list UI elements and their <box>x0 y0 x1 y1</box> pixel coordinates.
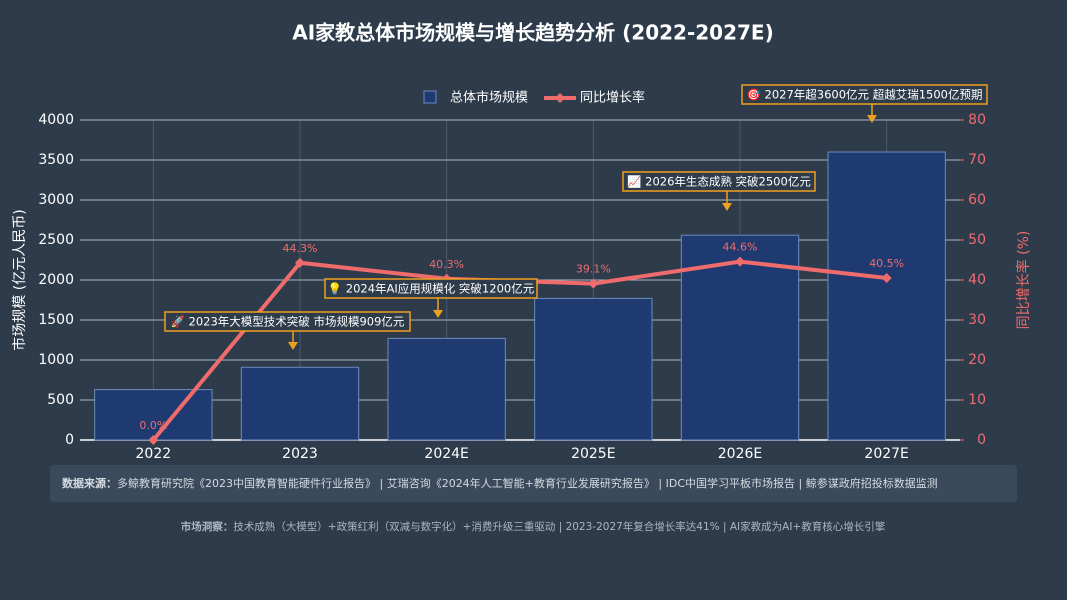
y2-tick-label: 30 <box>968 312 986 328</box>
y-tick-label: 1000 <box>38 352 74 368</box>
insight-note: 市场洞察：技术成熟（大模型）+政策红利（双减与数字化）+消费升级三重驱动 | 2… <box>181 520 886 533</box>
x-tick-label: 2023 <box>282 446 318 462</box>
x-tick-label: 2025E <box>571 446 615 462</box>
x-tick-label: 2026E <box>718 446 762 462</box>
y2-tick-label: 20 <box>968 352 986 368</box>
annotation-text: 🚀 2023年大模型技术突破 市场规模909亿元 <box>171 315 405 329</box>
y-tick-label: 500 <box>47 392 74 408</box>
y2-tick-label: 40 <box>968 272 986 288</box>
line-marker <box>588 278 599 289</box>
legend-marker <box>555 93 565 103</box>
annotation-text: 💡 2024年AI应用规模化 突破1200亿元 <box>328 282 535 296</box>
annotation-arrowhead <box>433 310 443 318</box>
y2-tick-label: 70 <box>968 152 986 168</box>
insight-text: 技术成熟（大模型）+政策红利（双减与数字化）+消费升级三重驱动 | 2023-2… <box>233 520 885 533</box>
annotation-arrowhead <box>288 342 298 350</box>
annotation-arrowhead <box>722 203 732 211</box>
y2-tick-label: 60 <box>968 192 986 208</box>
legend-label: 总体市场规模 <box>450 90 528 106</box>
data-label: 39.1% <box>576 263 611 276</box>
x-tick-label: 2022 <box>136 446 172 462</box>
y2-tick-label: 50 <box>968 232 986 248</box>
data-label: 44.6% <box>723 241 758 254</box>
legend-label: 同比增长率 <box>580 90 645 106</box>
y2-tick-label: 10 <box>968 392 986 408</box>
insight-label: 市场洞察： <box>181 520 234 533</box>
annotation-box <box>324 278 538 299</box>
source-box <box>50 465 1017 502</box>
data-label: 40.3% <box>429 258 464 271</box>
x-tick-label: 2027E <box>864 446 908 462</box>
annotation-text: 📈 2026年生态成熟 突破2500亿元 <box>627 175 811 189</box>
y-tick-label: 4000 <box>38 112 74 128</box>
line-marker <box>735 256 745 267</box>
annotation-text: 🎯 2027年超3600亿元 超越艾瑞1500亿预期 <box>747 88 983 102</box>
bar <box>94 389 213 441</box>
annotation-arrowhead <box>867 115 877 123</box>
data-label: 40.5% <box>869 257 904 270</box>
annotation-box <box>164 311 411 332</box>
y-tick-label: 2500 <box>38 232 74 248</box>
x-tick-label: 2024E <box>424 446 468 462</box>
y-tick-label: 3000 <box>38 192 74 208</box>
y-tick-label: 2000 <box>38 272 74 288</box>
y2-axis-label: 同比增长率 (%) <box>1015 231 1032 330</box>
legend-swatch <box>423 90 437 104</box>
bar <box>534 297 653 441</box>
data-label: 44.3% <box>283 242 318 255</box>
annotation-box <box>622 171 816 192</box>
y-tick-label: 3500 <box>38 152 74 168</box>
bar <box>387 337 506 441</box>
y-tick-label: 0 <box>65 432 74 448</box>
source-label: 数据来源： <box>62 476 117 490</box>
chart-title: AI家教总体市场规模与增长趋势分析 (2022-2027E) <box>292 21 773 45</box>
y2-tick-label: 80 <box>968 112 986 128</box>
y-axis-label: 市场规模 (亿元人民币) <box>11 209 28 350</box>
y-tick-label: 1500 <box>38 312 74 328</box>
source-text: 多鲸教育研究院《2023中国教育智能硬件行业报告》 | 艾瑞咨询《2024年人工… <box>117 476 938 490</box>
annotation-box <box>741 84 988 105</box>
line-marker <box>148 435 159 445</box>
source-note: 数据来源：多鲸教育研究院《2023中国教育智能硬件行业报告》 | 艾瑞咨询《20… <box>62 476 938 490</box>
bar <box>240 366 360 441</box>
bar <box>827 151 946 441</box>
data-label: 0.0% <box>139 419 167 432</box>
line-marker <box>295 257 305 268</box>
y2-tick-label: 0 <box>977 432 986 448</box>
line-marker <box>881 273 892 283</box>
